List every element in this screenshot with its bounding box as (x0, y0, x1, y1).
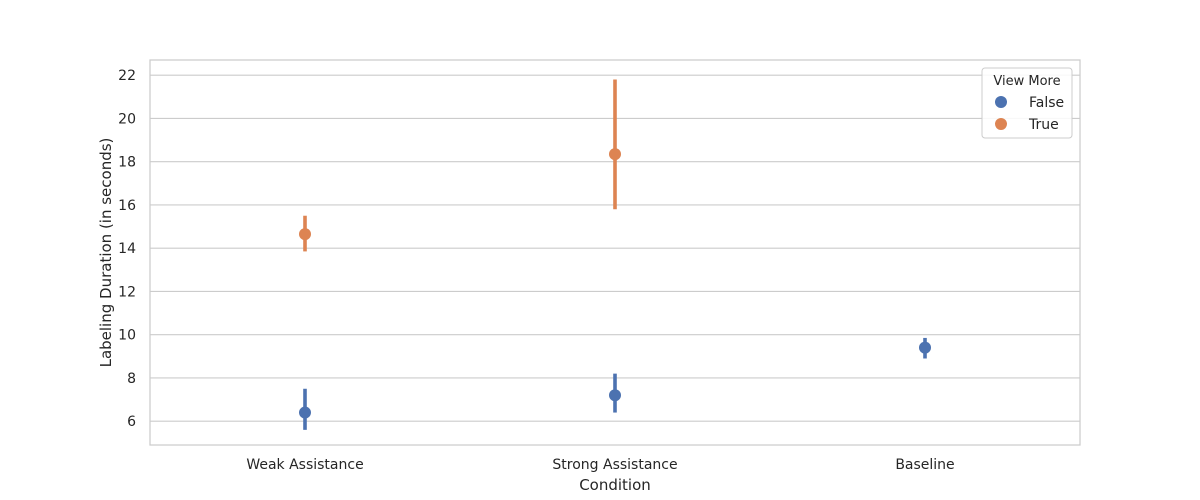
data-point (609, 389, 621, 402)
y-tick-label: 20 (118, 111, 136, 127)
legend-label: False (1029, 95, 1064, 111)
x-tick-label: Strong Assistance (552, 457, 677, 473)
y-tick-labels: 6 8 10 12 14 16 18 20 22 (118, 68, 136, 430)
data-point (299, 228, 311, 241)
legend-marker (995, 96, 1007, 108)
y-tick-label: 18 (118, 155, 136, 171)
legend-items: False True (995, 95, 1064, 133)
x-tick-labels: Weak Assistance Strong Assistance Baseline (246, 457, 954, 473)
y-tick-label: 6 (127, 414, 136, 430)
y-tick-label: 16 (118, 198, 136, 214)
plot-frame (149, 59, 1081, 446)
legend-marker (995, 118, 1007, 130)
x-axis-label: Condition (579, 476, 651, 494)
y-tick-label: 8 (127, 371, 136, 387)
data-point (299, 406, 311, 419)
legend: View More False True (981, 67, 1073, 139)
data-point (919, 341, 931, 354)
y-tick-label: 22 (118, 68, 136, 84)
y-tick-label: 12 (118, 284, 136, 300)
y-axis-label: Labeling Duration (in seconds) (97, 138, 115, 368)
data-marks (299, 79, 931, 430)
x-tick-label: Baseline (895, 457, 954, 473)
legend-label: True (1028, 117, 1059, 133)
legend-title: View More (993, 74, 1060, 89)
y-tick-label: 10 (118, 328, 136, 344)
y-tick-label: 14 (118, 241, 136, 257)
x-tick-label: Weak Assistance (246, 457, 363, 473)
data-point (609, 148, 621, 161)
